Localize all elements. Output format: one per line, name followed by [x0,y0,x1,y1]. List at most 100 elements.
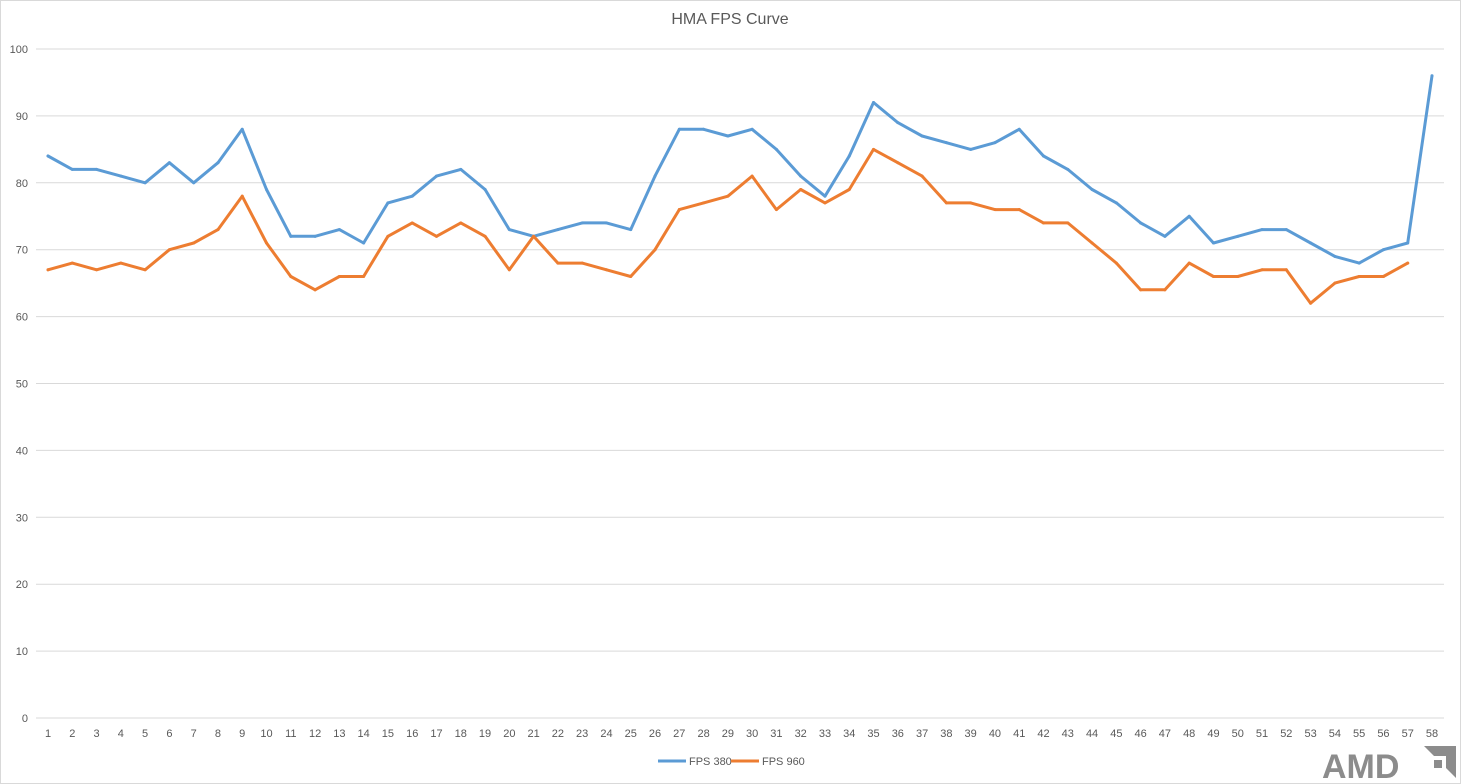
data-point [70,167,74,171]
data-point [1381,274,1385,278]
data-point [289,274,293,278]
data-point [1406,261,1410,265]
x-tick-label: 49 [1207,728,1219,740]
data-point [1017,208,1021,212]
x-tick-label: 7 [191,728,197,740]
x-tick-label: 50 [1232,728,1244,740]
data-point [313,234,317,238]
data-point [1333,281,1337,285]
data-point [1211,241,1215,245]
gridlines [36,48,1444,719]
x-tick-label: 25 [625,728,637,740]
data-point [192,181,196,185]
x-tick-label: 26 [649,728,661,740]
data-point [1017,127,1021,131]
data-point [1042,221,1046,225]
data-point [1066,221,1070,225]
x-tick-label: 55 [1353,728,1365,740]
x-tick-label: 19 [479,728,491,740]
data-point [143,181,147,185]
data-point [920,134,924,138]
x-tick-label: 17 [430,728,442,740]
data-point [1139,288,1143,292]
data-point [95,167,99,171]
legend-label: FPS 960 [762,756,805,768]
y-tick-label: 80 [16,178,28,190]
data-point [1114,201,1118,205]
y-tick-label: 50 [16,379,28,391]
x-tick-label: 16 [406,728,418,740]
data-point [604,221,608,225]
data-point [993,141,997,145]
data-point [459,167,463,171]
data-point [677,208,681,212]
y-tick-label: 60 [16,312,28,324]
data-point [556,261,560,265]
data-point [46,154,50,158]
data-point [483,234,487,238]
legend-item: FPS 960 [731,756,805,768]
data-point [386,201,390,205]
data-point [823,201,827,205]
x-tick-label: 35 [867,728,879,740]
data-point [872,147,876,151]
data-point [1309,241,1313,245]
x-tick-label: 53 [1304,728,1316,740]
data-point [969,201,973,205]
data-point [119,261,123,265]
x-tick-label: 29 [722,728,734,740]
data-point [799,174,803,178]
data-point [167,248,171,252]
data-point [702,127,706,131]
data-point [459,221,463,225]
data-point [847,154,851,158]
data-point [143,268,147,272]
data-point [1090,241,1094,245]
data-point [1211,274,1215,278]
data-point [410,221,414,225]
legend: FPS 380 FPS 960 [658,756,805,768]
x-tick-label: 20 [503,728,515,740]
x-tick-label: 47 [1159,728,1171,740]
x-tick-label: 44 [1086,728,1098,740]
x-tick-label: 34 [843,728,855,740]
x-tick-label: 30 [746,728,758,740]
x-tick-label: 5 [142,728,148,740]
amd-arrow-icon-inner [1434,760,1442,768]
data-point [1236,274,1240,278]
data-point [1284,268,1288,272]
data-point [1333,254,1337,258]
x-tick-label: 12 [309,728,321,740]
series-line [46,74,1434,265]
x-axis-tick-labels: 1 2 3 4 5 6 7 8 9 10 11 12 13 14 15 16 17 18 19 20 21 22 23 24 2… [45,728,1438,740]
data-point [1357,274,1361,278]
data-point [944,141,948,145]
x-tick-label: 57 [1402,728,1414,740]
x-tick-label: 42 [1037,728,1049,740]
data-point [629,228,633,232]
data-point [337,274,341,278]
data-point [362,241,366,245]
data-point [507,228,511,232]
data-point [677,127,681,131]
x-tick-label: 48 [1183,728,1195,740]
x-tick-label: 14 [358,728,370,740]
y-tick-label: 20 [16,579,28,591]
chart-title: HMA FPS Curve [671,11,788,28]
data-point [1357,261,1361,265]
data-point [410,194,414,198]
data-point [1284,228,1288,232]
data-point [774,147,778,151]
data-point [580,261,584,265]
data-point [46,268,50,272]
x-tick-label: 6 [166,728,172,740]
data-point [1406,241,1410,245]
y-tick-label: 0 [22,713,28,725]
amd-logo-text: AMD [1322,748,1399,784]
legend-label: FPS 380 [689,756,732,768]
data-point [993,208,997,212]
x-tick-label: 13 [333,728,345,740]
data-point [1090,187,1094,191]
data-point [532,234,536,238]
data-point [847,187,851,191]
